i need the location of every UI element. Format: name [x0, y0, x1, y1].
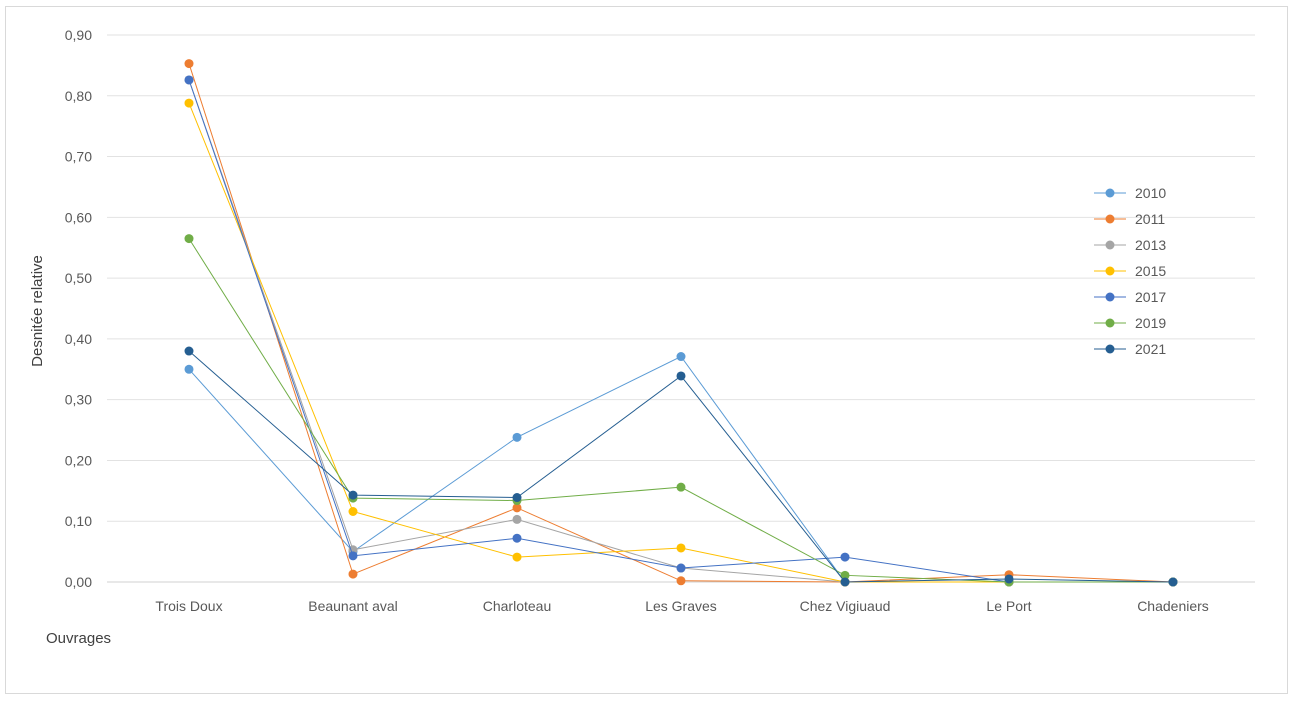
series-2017: [184, 75, 1178, 587]
data-point: [676, 371, 686, 381]
y-tick-label: 0,30: [65, 392, 92, 408]
data-point: [840, 577, 850, 587]
data-point: [348, 490, 358, 500]
y-tick-label: 0,00: [65, 574, 92, 590]
legend-marker: [1105, 188, 1115, 198]
y-tick-label: 0,10: [65, 513, 92, 529]
data-point: [348, 551, 358, 561]
data-point: [676, 352, 686, 362]
series-line: [188, 79, 1173, 583]
data-point: [348, 569, 358, 579]
series-line: [188, 238, 1173, 583]
data-point: [840, 570, 850, 580]
series-2019: [184, 234, 1178, 587]
y-tick-label: 0,50: [65, 270, 92, 286]
x-tick-label: Chadeniers: [1137, 598, 1209, 614]
x-tick-label: Le Port: [986, 598, 1031, 614]
x-tick-label: Chez Vigiuaud: [800, 598, 891, 614]
data-point: [512, 432, 522, 442]
legend-marker: [1105, 318, 1115, 328]
chart-area: [5, 6, 1288, 694]
series-line: [188, 79, 1173, 583]
y-tick-label: 0,20: [65, 452, 92, 468]
legend-label: 2013: [1135, 237, 1166, 253]
y-tick-label: 0,60: [65, 209, 92, 225]
legend-item: 2013: [1094, 237, 1166, 253]
y-tick-label: 0,40: [65, 331, 92, 347]
data-point: [348, 506, 358, 516]
legend-item: 2017: [1094, 289, 1166, 305]
series-2011: [184, 59, 1178, 587]
data-point: [184, 98, 194, 108]
x-tick-label: Beaunant aval: [308, 598, 398, 614]
legend-marker: [1105, 292, 1115, 302]
legend-item: 2015: [1094, 263, 1166, 279]
data-point: [676, 543, 686, 553]
y-axis-ticks: 0,00 0,10 0,20 0,30 0,40 0,50 0,60 0,70 0,80 0,90: [65, 27, 92, 590]
data-point: [184, 364, 194, 374]
data-point: [676, 576, 686, 586]
legend-marker: [1105, 344, 1115, 354]
x-tick-label: Les Graves: [645, 598, 717, 614]
series-2021: [184, 346, 1178, 587]
data-point: [1168, 577, 1178, 587]
legend-item: 2010: [1094, 185, 1166, 201]
series-lines: [184, 59, 1178, 587]
legend-marker: [1105, 214, 1115, 224]
legend-marker: [1105, 266, 1115, 276]
legend-label: 2021: [1135, 341, 1166, 357]
data-point: [512, 493, 522, 503]
data-point: [184, 75, 194, 85]
legend-label: 2019: [1135, 315, 1166, 331]
data-point: [676, 482, 686, 492]
legend-item: 2011: [1094, 211, 1165, 227]
legend-item: 2021: [1094, 341, 1166, 357]
data-point: [1004, 574, 1014, 584]
y-tick-label: 0,80: [65, 88, 92, 104]
x-tick-label: Trois Doux: [155, 598, 222, 614]
y-tick-label: 0,90: [65, 27, 92, 43]
legend-label: 2011: [1135, 211, 1165, 227]
y-axis-title: Desnitée relative: [29, 255, 46, 367]
data-point: [512, 552, 522, 562]
x-tick-label: Charloteau: [483, 598, 552, 614]
legend: 2010 2011 2013 2015 2017 2019 2021: [1094, 185, 1166, 357]
data-point: [184, 346, 194, 356]
gridlines: [107, 34, 1255, 583]
series-line: [188, 102, 1173, 583]
x-axis-ticks: Trois Doux Beaunant aval Charloteau Les Gra…: [155, 598, 1208, 614]
legend-marker: [1105, 240, 1115, 250]
y-tick-label: 0,70: [65, 149, 92, 165]
series-2013: [184, 75, 1178, 587]
data-point: [512, 533, 522, 543]
legend-label: 2015: [1135, 263, 1166, 279]
data-point: [184, 234, 194, 244]
legend-label: 2010: [1135, 185, 1166, 201]
data-point: [512, 503, 522, 513]
x-axis-title: Ouvrages: [46, 630, 111, 647]
legend-item: 2019: [1094, 315, 1166, 331]
data-point: [676, 563, 686, 573]
data-point: [184, 59, 194, 69]
legend-label: 2017: [1135, 289, 1166, 305]
data-point: [512, 514, 522, 524]
data-point: [840, 552, 850, 562]
